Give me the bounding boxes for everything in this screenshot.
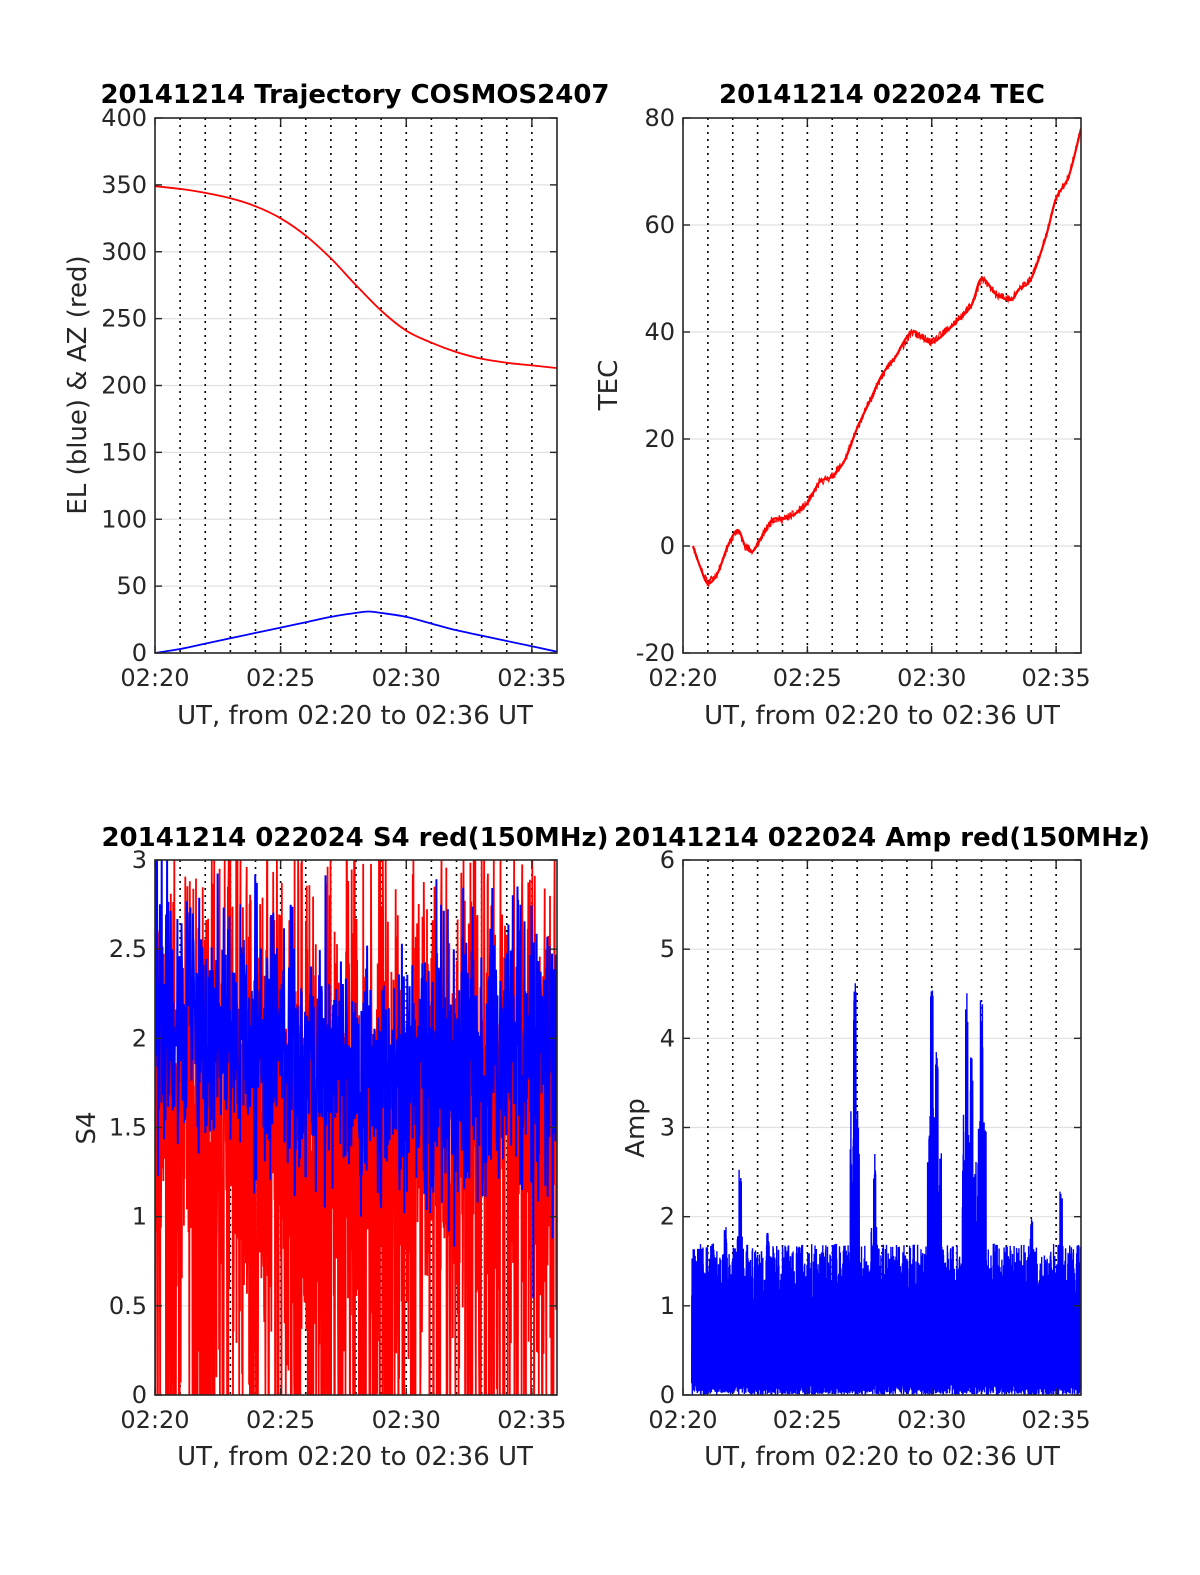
x-tick-label: 02:20 [648,1406,717,1434]
x-axis-label: UT, from 02:20 to 02:36 UT [177,1442,533,1472]
y-tick-label: 4 [660,1024,675,1052]
series-amp-line [691,983,1081,1395]
panel-title: 20141214 022024 TEC [719,80,1045,110]
x-tick-label: 02:30 [372,1406,441,1434]
y-tick-label: 1 [132,1203,147,1231]
panel-trajectory: 20141214 Trajectory COSMOS2407 UT, from … [63,80,610,731]
y-tick-label: 3 [132,846,147,874]
x-tick-label: 02:30 [372,664,441,692]
x-tick-label: 02:30 [897,664,966,692]
x-tick-label: 02:35 [1022,1406,1091,1434]
series-s4-blue-line [155,860,557,1299]
x-tick-label: 02:25 [773,1406,842,1434]
y-tick-label: 3 [660,1114,675,1142]
y-tick-label: 50 [116,572,147,600]
panel-title: 20141214 Trajectory COSMOS2407 [100,80,609,110]
panel-amp: 20141214 022024 Amp red(150MHz) UT, from… [614,823,1150,1472]
data-layer [691,983,1081,1395]
x-tick-label: 02:35 [497,1406,566,1434]
y-axis-label: TEC [594,360,624,411]
y-axis-label: EL (blue) & AZ (red) [63,255,93,514]
axes-1: 02:20 02:25 02:30 02:35 -20 0 20 40 60 80 [636,104,1091,692]
y-tick-label: 200 [101,372,147,400]
y-tick-label: 2.5 [109,935,147,963]
y-tick-label: 5 [660,935,675,963]
x-tick-label: 02:25 [246,664,315,692]
x-axis-label: UT, from 02:20 to 02:36 UT [704,701,1060,731]
data-layer [691,128,1081,587]
data-layer [155,860,557,1395]
y-tick-label: 0 [660,532,675,560]
y-tick-label: 0.5 [109,1292,147,1320]
y-tick-label: 250 [101,305,147,333]
panel-title: 20141214 022024 S4 red(150MHz) [101,823,608,853]
y-tick-label: 1 [660,1292,675,1320]
y-tick-label: 6 [660,846,675,874]
x-tick-label: 02:30 [897,1406,966,1434]
y-tick-label: 60 [644,211,675,239]
y-tick-label: 350 [101,171,147,199]
x-tick-label: 02:25 [246,1406,315,1434]
y-tick-label: 40 [644,318,675,346]
x-tick-label: 02:25 [773,664,842,692]
series-el-line [155,610,557,653]
panel-tec: 20141214 022024 TEC UT, from 02:20 to 02… [594,80,1060,731]
panel-s4: 20141214 022024 S4 red(150MHz) UT, from … [72,823,609,1472]
axes-3: 02:20 02:25 02:30 02:35 0 1 2 3 4 5 6 [648,846,1090,1434]
axes-2: 02:20 02:25 02:30 02:35 0 0.5 1 1.5 2 2.5 3 [109,846,567,1434]
y-tick-label: 150 [101,438,147,466]
y-tick-label: 80 [644,104,675,132]
y-tick-label: 300 [101,238,147,266]
y-tick-label: 20 [644,425,675,453]
axes-0: 02:20 02:25 02:30 02:35 0 50 100 150 200 250 300 35… [101,104,566,692]
x-axis-label: UT, from 02:20 to 02:36 UT [177,701,533,731]
y-tick-label: 2 [132,1024,147,1052]
axes-frame [682,117,1082,654]
panel-title: 20141214 022024 Amp red(150MHz) [614,823,1150,853]
y-tick-label: 0 [660,1381,675,1409]
y-tick-label: -20 [636,639,675,667]
y-tick-label: 0 [132,1381,147,1409]
y-tick-label: 2 [660,1203,675,1231]
series-tec-noise [692,129,1081,587]
x-tick-label: 02:20 [120,1406,189,1434]
series-az-line [155,185,557,369]
data-layer [155,185,557,653]
y-tick-label: 1.5 [109,1114,147,1142]
y-tick-label: 0 [132,639,147,667]
x-tick-label: 02:20 [120,664,189,692]
y-axis-label: Amp [621,1098,651,1158]
y-axis-label: S4 [72,1111,102,1144]
x-tick-label: 02:20 [648,664,717,692]
x-axis-label: UT, from 02:20 to 02:36 UT [704,1442,1060,1472]
y-tick-label: 100 [101,505,147,533]
x-tick-label: 02:35 [497,664,566,692]
y-tick-label: 400 [101,104,147,132]
x-tick-label: 02:35 [1022,664,1091,692]
